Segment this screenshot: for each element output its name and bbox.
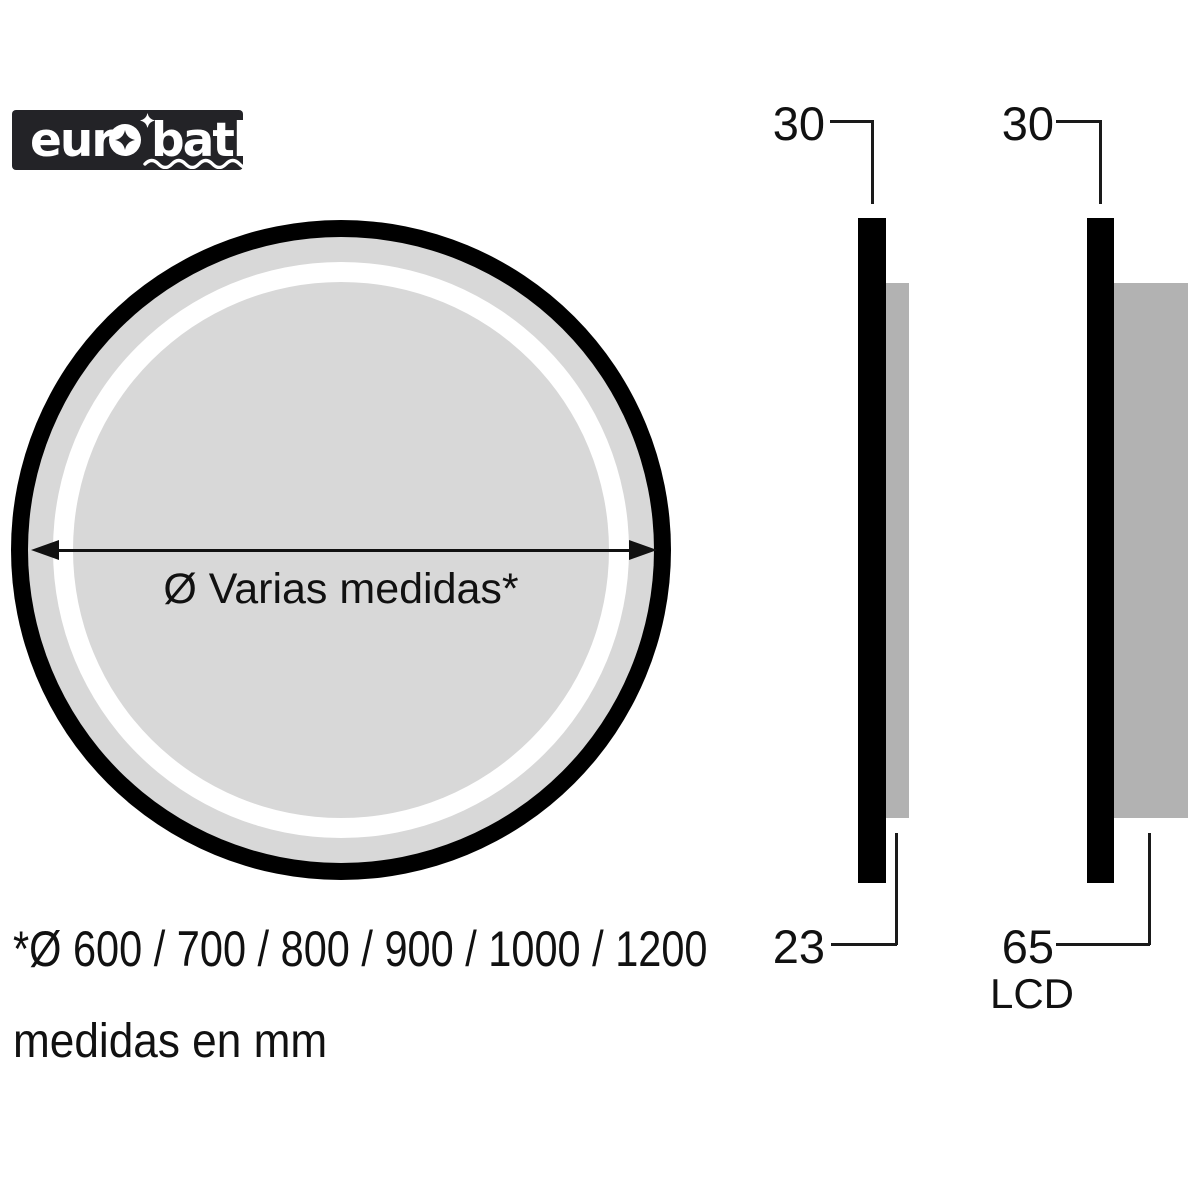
eurobath-logo: eur bath (12, 110, 266, 170)
standard-depth-label: 23 (772, 920, 825, 973)
diameter-dimension-arrow (31, 537, 657, 563)
logo-text-eur: eur (30, 113, 115, 168)
lcd-thickness-label: 30 (1001, 97, 1054, 150)
standard-thickness-leader-horizontal (830, 120, 872, 123)
lcd-thickness-leader-horizontal (1056, 120, 1101, 123)
lcd-depth-label: 65 (1001, 920, 1054, 973)
arrow-shaft (49, 548, 639, 552)
standard-mirror-profile-bar (858, 218, 886, 883)
logo-text-bath: bath (151, 113, 266, 168)
standard-thickness-label: 30 (772, 97, 825, 150)
standard-depth-leader-horizontal (831, 943, 897, 946)
lcd-depth-leader-vertical (1148, 833, 1151, 945)
available-sizes-footnote: *Ø 600 / 700 / 800 / 900 / 1000 / 1200 (13, 921, 708, 977)
lcd-mirror-profile-bar (1087, 218, 1114, 883)
lcd-thickness-leader-vertical (1099, 120, 1102, 204)
standard-backing-bar (886, 283, 909, 818)
units-footnote: medidas en mm (13, 1015, 328, 1068)
logo-sparkle-circle-icon (109, 124, 141, 156)
lcd-variant-label: LCD (989, 970, 1075, 1017)
lcd-backing-bar (1114, 283, 1188, 818)
standard-depth-leader-vertical (895, 833, 898, 945)
lcd-depth-leader-horizontal (1056, 943, 1150, 946)
diameter-label: Ø Varias medidas* (163, 565, 519, 613)
logo-wave-underline-icon (143, 156, 253, 174)
arrow-head-left-icon (31, 540, 59, 560)
four-point-star-icon (115, 130, 135, 150)
small-sparkle-icon (140, 113, 155, 133)
standard-thickness-leader-vertical (871, 120, 874, 204)
arrow-head-right-icon (629, 540, 657, 560)
